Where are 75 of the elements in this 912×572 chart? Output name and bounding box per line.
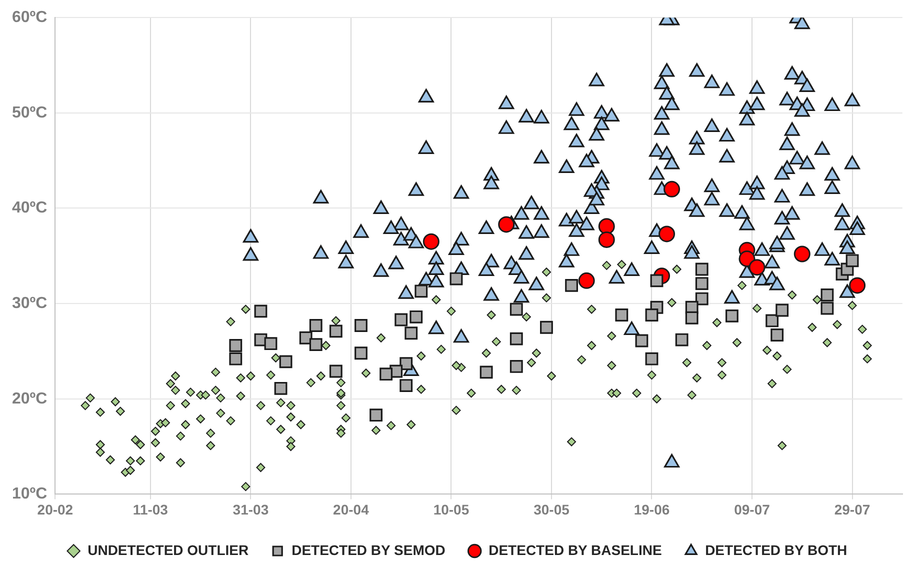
point xyxy=(766,314,779,328)
point xyxy=(370,408,382,422)
point xyxy=(849,277,866,294)
point xyxy=(695,292,708,306)
point xyxy=(400,379,413,392)
point xyxy=(404,326,418,340)
point xyxy=(400,357,413,370)
point xyxy=(510,332,523,346)
y-tick-label: 20ºC xyxy=(12,390,48,408)
point xyxy=(658,226,676,242)
point xyxy=(264,337,278,350)
point xyxy=(510,302,523,316)
point xyxy=(695,262,708,276)
x-tick-label: 29-07 xyxy=(834,501,870,518)
point xyxy=(394,313,408,326)
point xyxy=(738,250,756,268)
point xyxy=(309,319,322,332)
legend-label: UNDETECTED OUTLIER xyxy=(88,542,249,558)
x-tick-label: 30-05 xyxy=(534,501,570,518)
legend-label: DETECTED BY BASELINE xyxy=(488,542,662,558)
point xyxy=(776,304,789,317)
point xyxy=(650,274,664,288)
point xyxy=(354,319,368,332)
point xyxy=(770,328,784,342)
point xyxy=(299,331,312,344)
point xyxy=(510,360,523,373)
x-tick-label: 31-03 xyxy=(232,501,269,518)
point xyxy=(598,231,615,248)
point xyxy=(380,368,393,381)
point xyxy=(615,308,628,322)
point xyxy=(578,272,595,289)
point xyxy=(645,308,658,322)
point xyxy=(229,352,242,366)
point xyxy=(254,304,268,318)
y-tick-label: 50ºC xyxy=(12,104,48,122)
y-tick-label: 40ºC xyxy=(12,200,48,217)
point xyxy=(329,364,342,378)
point xyxy=(480,366,493,379)
point xyxy=(664,180,680,198)
point xyxy=(329,324,342,338)
point xyxy=(279,355,292,368)
point xyxy=(229,339,242,352)
point xyxy=(498,216,515,233)
point xyxy=(675,333,688,346)
x-tick-label: 19-06 xyxy=(634,501,670,518)
point xyxy=(309,338,322,352)
y-tick-label: 30ºC xyxy=(12,294,48,312)
point xyxy=(598,218,615,235)
point xyxy=(645,352,658,366)
point xyxy=(685,311,698,324)
x-tick-label: 20-02 xyxy=(37,501,74,518)
point xyxy=(274,382,288,395)
point xyxy=(450,272,463,286)
point xyxy=(565,278,578,292)
point xyxy=(422,233,440,250)
legend-label: DETECTED BY SEMOD xyxy=(292,542,446,558)
point xyxy=(820,302,834,315)
point xyxy=(794,246,810,262)
point xyxy=(635,334,648,348)
point xyxy=(414,284,428,298)
x-tick-label: 10-05 xyxy=(433,501,470,518)
legend-label: DETECTED BY BOTH xyxy=(705,542,848,558)
x-tick-label: 11-03 xyxy=(132,501,168,518)
point xyxy=(846,254,859,268)
y-tick-label: 60ºC xyxy=(12,9,48,26)
point xyxy=(695,277,708,290)
x-tick-label: 09-07 xyxy=(734,501,770,518)
point xyxy=(354,346,368,360)
point xyxy=(820,288,834,302)
point xyxy=(410,310,423,324)
point xyxy=(726,309,738,322)
point xyxy=(540,320,553,334)
y-tick-label: 10ºC xyxy=(12,486,48,503)
point xyxy=(748,259,766,276)
x-tick-label: 20-04 xyxy=(333,501,370,518)
